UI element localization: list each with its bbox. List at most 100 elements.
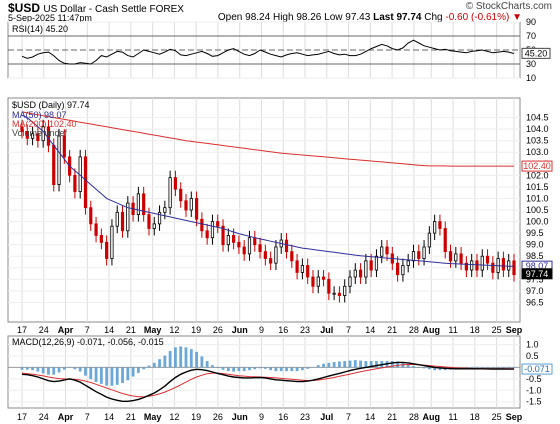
price-tick-label: 103.0 [526, 147, 549, 157]
price-last-box [521, 160, 553, 172]
x-tick-label: 14 [104, 325, 114, 335]
candle-body [321, 276, 326, 280]
candle-body [83, 156, 88, 209]
candle-body [184, 200, 188, 211]
macd-histogram-bar [507, 367, 511, 369]
candle-body [358, 269, 363, 278]
macd-title: MACD(12,26,9) -0.071, -0.056, -0.015 [12, 337, 164, 347]
macd-histogram-bar [179, 346, 183, 368]
chg-value: -0.60 (-0.61%) [445, 12, 510, 23]
candle-body [422, 246, 426, 259]
macd-histogram-bar [189, 349, 193, 368]
x-tick-label: May [144, 325, 162, 335]
macd-histogram-bar [364, 361, 368, 368]
macd-histogram-bar [406, 364, 410, 368]
price-tick-label: 101.0 [526, 193, 549, 203]
macd-histogram-bar [300, 367, 304, 371]
macd-signal-line [21, 364, 514, 398]
macd-histogram-bar [68, 366, 72, 368]
x-tick-label: 16 [278, 325, 288, 335]
macd-histogram-bar [200, 356, 204, 368]
rsi-line [21, 39, 515, 65]
macd-histogram-bar [332, 361, 336, 368]
x-tick-label-bottom: Jul [320, 412, 333, 422]
macd-last-label: -0.071 [524, 364, 550, 374]
macd-histogram-bar [279, 367, 283, 372]
rsi-tick-label: 10 [526, 73, 536, 83]
candle-body [269, 258, 273, 264]
x-tick-label: 21 [126, 325, 136, 335]
macd-histogram-bar [73, 367, 77, 370]
macd-histogram-bar [57, 367, 61, 373]
macd-histogram-bar [142, 367, 146, 370]
candle-body [485, 255, 490, 264]
macd-histogram-bar [84, 367, 87, 376]
price-last-label: 97.74 [526, 269, 549, 279]
candle-body [189, 198, 193, 211]
candle-body [396, 262, 400, 276]
candle-body [343, 285, 347, 296]
price-tick-label: 100.5 [526, 205, 549, 215]
rsi-title: RSI(14) 45.20 [12, 24, 68, 34]
brand-label[interactable]: © StockCharts.com [465, 1, 552, 12]
macd-histogram-bar [52, 367, 56, 375]
x-tick-label-bottom: 17 [17, 412, 27, 422]
rsi-last-label: 45.20 [525, 48, 548, 58]
candle-body [263, 251, 267, 259]
x-tick-label-bottom: 26 [213, 412, 223, 422]
candle-body [105, 241, 109, 259]
macd-panel [7, 335, 521, 409]
legend-ma200: MA(200) 102.40 [12, 119, 77, 129]
macd-histogram-bar [248, 367, 251, 371]
candle-body [52, 144, 56, 185]
chg-label: Chg [424, 12, 443, 23]
candle-body [417, 251, 421, 259]
macd-histogram-bar [422, 367, 426, 369]
rsi-tick-label: 70 [526, 31, 536, 41]
symbol-title: $USD US Dollar - Cash Settle FOREX [8, 1, 184, 15]
x-tick-label: Sep [506, 325, 523, 335]
macd-histogram-bar [62, 367, 66, 370]
macd-histogram-bar [242, 367, 246, 372]
macd-histogram-bar [136, 367, 140, 373]
macd-histogram-bar [36, 367, 40, 372]
candle-body [179, 188, 183, 202]
candle-body [369, 260, 373, 271]
macd-tick-label: 1.0 [526, 340, 539, 350]
macd-histogram-bar [216, 367, 220, 368]
macd-histogram-bar [438, 367, 442, 371]
candle-body [247, 237, 252, 255]
x-tick-label: Jun [232, 325, 248, 335]
high-label: High [272, 12, 294, 23]
macd-histogram-bar [427, 367, 431, 370]
macd-histogram-bar [491, 367, 495, 369]
macd-histogram-bar [396, 361, 400, 368]
candle-body [110, 225, 114, 259]
candle-body [454, 253, 458, 262]
candle-body [126, 202, 130, 232]
last-label: Last [373, 12, 394, 23]
quote-stats: Open 98.24 High 98.26 Low 97.43 Last 97.… [218, 12, 522, 23]
candle-body [374, 255, 379, 271]
candle-body [36, 133, 40, 142]
macd-histogram-bar [369, 361, 373, 368]
macd-histogram-bar [263, 367, 267, 369]
candle-body [168, 177, 172, 209]
candle-body [306, 265, 310, 278]
macd-histogram-bar [327, 362, 331, 368]
candle-body [210, 221, 215, 239]
candle-body [470, 260, 474, 271]
x-tick-label-bottom: 18 [470, 412, 480, 422]
price-tick-label: 97.0 [526, 286, 544, 296]
macd-histogram-bar [121, 367, 124, 383]
price-tick-label: 96.5 [526, 297, 544, 307]
candle-body [94, 223, 98, 236]
macd-histogram-bar [306, 367, 310, 369]
candle-body [438, 221, 442, 229]
macd-histogram-bar [375, 361, 378, 368]
candle-body [232, 235, 236, 243]
x-tick-label-bottom: Sep [506, 412, 523, 422]
candle-body [353, 269, 357, 278]
macd-histogram-bar [480, 367, 484, 368]
high-value: 98.26 [296, 12, 322, 23]
